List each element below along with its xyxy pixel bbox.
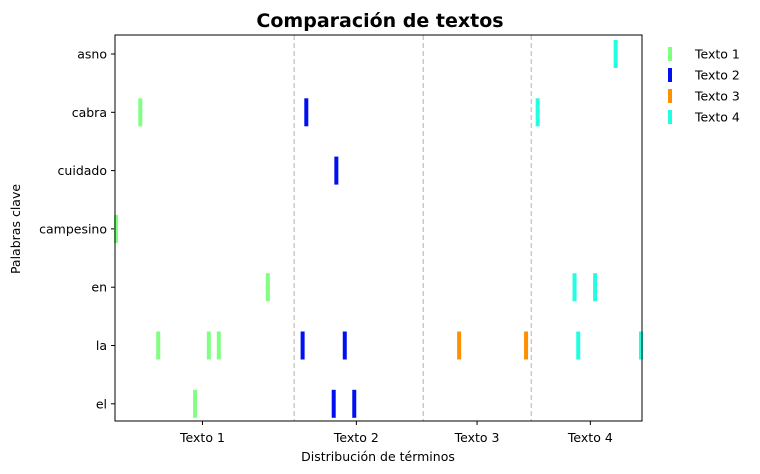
x-tick-label: Texto 2 — [333, 430, 379, 445]
x-tick-label: Texto 1 — [179, 430, 225, 445]
y-tick-label: en — [91, 280, 107, 295]
legend-label: Texto 3 — [694, 89, 740, 104]
legend-label: Texto 2 — [694, 68, 740, 83]
legend-label: Texto 1 — [694, 47, 740, 62]
legend-label: Texto 4 — [694, 110, 740, 125]
x-tick-label: Texto 4 — [567, 430, 613, 445]
axes-frame — [114, 34, 643, 422]
x-tick-label: Texto 3 — [454, 430, 500, 445]
y-tick-label: la — [96, 338, 107, 353]
y-tick-label: el — [96, 396, 107, 411]
y-tick-label: asno — [77, 47, 107, 62]
plot-area: asno cabra cuidado campesino en la el Texto 1 Te… — [39, 34, 643, 445]
chart-title: Comparación de textos — [256, 10, 503, 32]
y-tick-label: cabra — [72, 105, 107, 120]
y-tick-label: campesino — [39, 221, 107, 236]
y-tick-label: cuidado — [58, 163, 107, 178]
x-axis-label: Distribución de términos — [301, 449, 455, 464]
y-axis-label: Palabras clave — [8, 184, 23, 274]
legend: Texto 1 Texto 2 Texto 3 Texto 4 — [668, 47, 740, 125]
